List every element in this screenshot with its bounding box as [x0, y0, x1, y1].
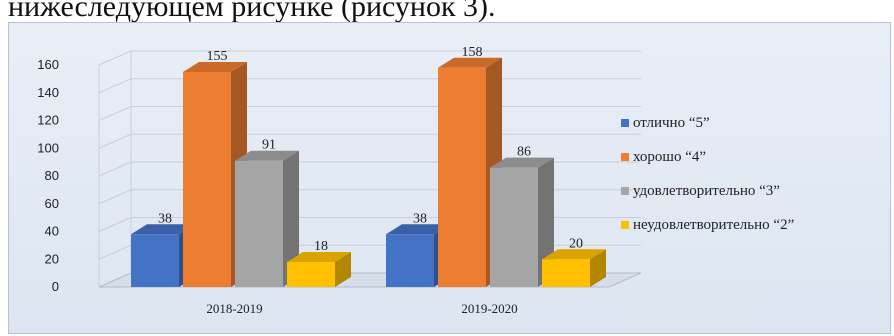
bar-side	[590, 249, 606, 287]
data-label: 38	[413, 211, 427, 226]
bar-front	[386, 234, 434, 287]
y-tick-label: 60	[45, 196, 59, 211]
gridline	[98, 161, 641, 177]
legend-swatch	[621, 119, 629, 127]
bar	[183, 61, 247, 287]
legend-swatch	[621, 153, 629, 161]
legend-swatch	[621, 221, 629, 229]
bar-top	[386, 224, 450, 235]
data-label: 38	[158, 211, 172, 226]
bar-top	[183, 61, 247, 72]
bar-side	[283, 150, 299, 287]
y-tick-label: 0	[52, 279, 59, 294]
gridline	[98, 106, 641, 121]
data-label: 20	[569, 236, 583, 251]
legend-label: неудовлетворительно “2”	[633, 217, 794, 233]
y-tick-label: 140	[37, 85, 59, 100]
bar-front	[235, 160, 283, 287]
y-tick-label: 100	[37, 140, 59, 155]
data-label: 91	[262, 138, 276, 153]
y-tick-label: 20	[45, 251, 59, 266]
x-category-label: 2019-2020	[461, 301, 517, 316]
bar-top	[235, 150, 299, 161]
data-label: 155	[207, 49, 228, 64]
y-tick-label: 160	[37, 57, 59, 72]
bar	[542, 249, 606, 287]
bar-top	[131, 224, 195, 235]
bar-top	[542, 249, 606, 260]
data-label: 158	[462, 45, 483, 60]
bar-front	[131, 234, 179, 287]
y-tick-label: 120	[37, 113, 59, 128]
bar-front	[490, 167, 538, 287]
bar-chart: 38 155 91 18 38 158 86 20 0 20 40 60 80 100 120 140 160…	[37, 45, 794, 316]
bar-top	[490, 157, 554, 168]
bar-front	[287, 262, 335, 287]
gridline	[98, 133, 641, 149]
bar-top	[287, 252, 351, 263]
legend-label: удовлетворительно “3”	[633, 183, 780, 199]
gridline	[98, 50, 641, 66]
chart-panel: 38 155 91 18 38 158 86 20 0 20 40 60 80 100 120 140 160…	[8, 22, 891, 334]
data-label: 18	[314, 239, 328, 254]
page-text: нижеследующем рисунке (рисунок 3).	[8, 0, 496, 23]
bar-front	[183, 71, 231, 287]
bar	[287, 252, 351, 287]
y-tick-label: 40	[45, 224, 59, 239]
gridline	[98, 189, 641, 205]
bar-front	[438, 67, 486, 288]
x-category-label: 2018-2019	[206, 301, 262, 316]
legend-swatch	[621, 187, 629, 195]
bar-top	[438, 57, 502, 68]
bar-front	[542, 259, 590, 287]
bar	[235, 150, 299, 287]
legend-label: хорошо “4”	[633, 149, 706, 165]
data-label: 86	[517, 145, 531, 160]
legend-label: отлично “5”	[633, 115, 710, 131]
gridline	[98, 78, 641, 94]
y-tick-label: 80	[45, 168, 59, 183]
bar-side	[335, 252, 351, 287]
